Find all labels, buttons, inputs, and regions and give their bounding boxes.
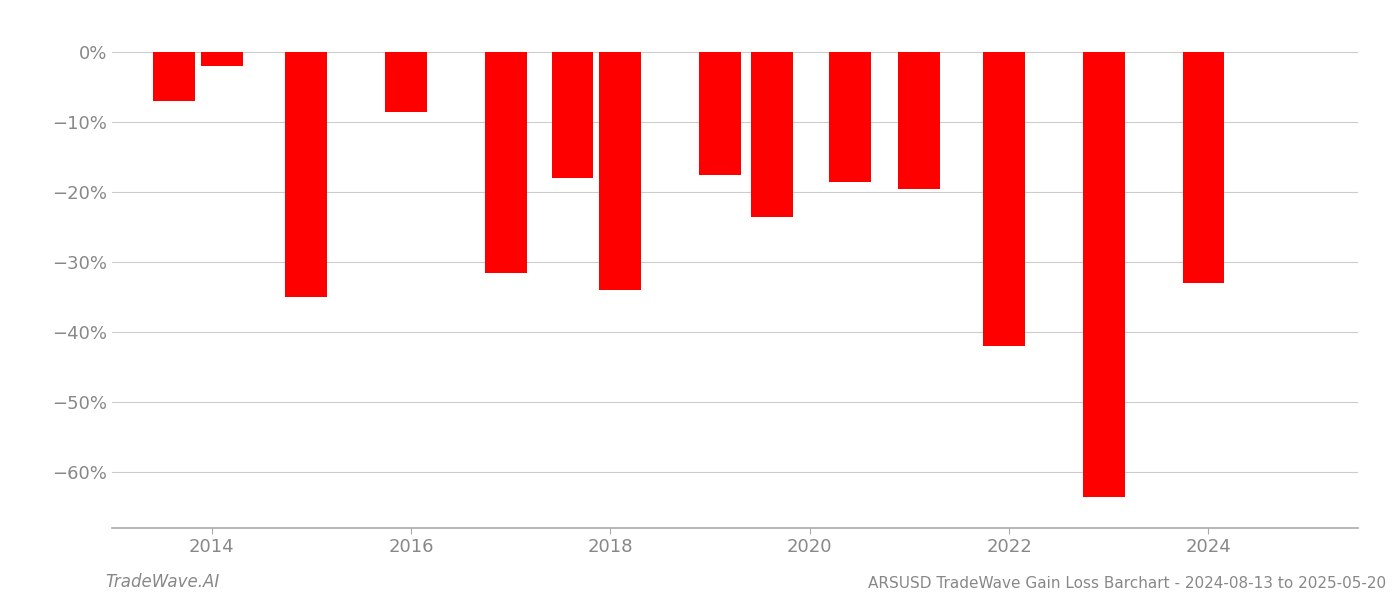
Bar <box>899 52 941 188</box>
Bar <box>829 52 871 181</box>
Bar <box>699 52 741 175</box>
Bar <box>153 52 195 101</box>
Bar <box>385 52 427 112</box>
Bar <box>552 52 594 178</box>
Bar <box>200 52 242 66</box>
Bar <box>484 52 526 272</box>
Bar <box>983 52 1025 346</box>
Text: TradeWave.AI: TradeWave.AI <box>105 573 220 591</box>
Bar <box>750 52 792 217</box>
Bar <box>286 52 328 297</box>
Bar <box>599 52 641 290</box>
Bar <box>1183 52 1225 283</box>
Bar <box>1082 52 1124 497</box>
Text: ARSUSD TradeWave Gain Loss Barchart - 2024-08-13 to 2025-05-20: ARSUSD TradeWave Gain Loss Barchart - 20… <box>868 576 1386 591</box>
